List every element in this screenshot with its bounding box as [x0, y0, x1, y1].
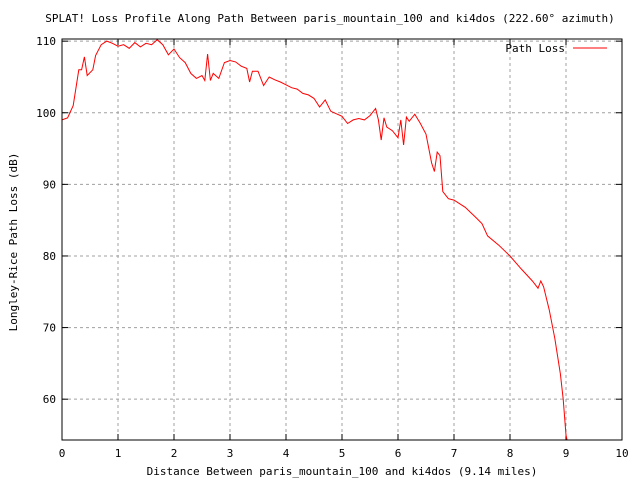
x-tick-label: 1 [115, 447, 122, 460]
x-tick-label: 6 [395, 447, 402, 460]
x-tick-label: 7 [451, 447, 458, 460]
grid [62, 39, 622, 440]
legend-label: Path Loss [505, 42, 565, 55]
y-tick-label: 80 [43, 250, 56, 263]
y-tick-label: 110 [36, 35, 56, 48]
x-tick-label: 10 [615, 447, 628, 460]
x-tick-label: 0 [59, 447, 66, 460]
plot-border [61, 38, 623, 441]
path-loss-series-line [61, 39, 568, 441]
y-tick-label: 100 [36, 107, 56, 120]
x-tick-label: 8 [507, 447, 514, 460]
x-tick-label: 9 [563, 447, 570, 460]
x-tick-label: 2 [171, 447, 178, 460]
axis-ticks: 0 1 2 3 4 5 6 7 8 9 10 60 70 80 90 100 110 [36, 35, 629, 460]
x-axis-label: Distance Between paris_mountain_100 and … [147, 465, 538, 478]
y-tick-label: 90 [43, 178, 56, 191]
y-axis-label: Longley-Rice Path Loss (dB) [7, 153, 20, 332]
x-tick-label: 3 [227, 447, 234, 460]
y-tick-label: 60 [43, 393, 56, 406]
x-tick-label: 4 [283, 447, 290, 460]
y-tick-label: 70 [43, 322, 56, 335]
chart-title: SPLAT! Loss Profile Along Path Between p… [45, 12, 615, 25]
x-tick-label: 5 [339, 447, 346, 460]
